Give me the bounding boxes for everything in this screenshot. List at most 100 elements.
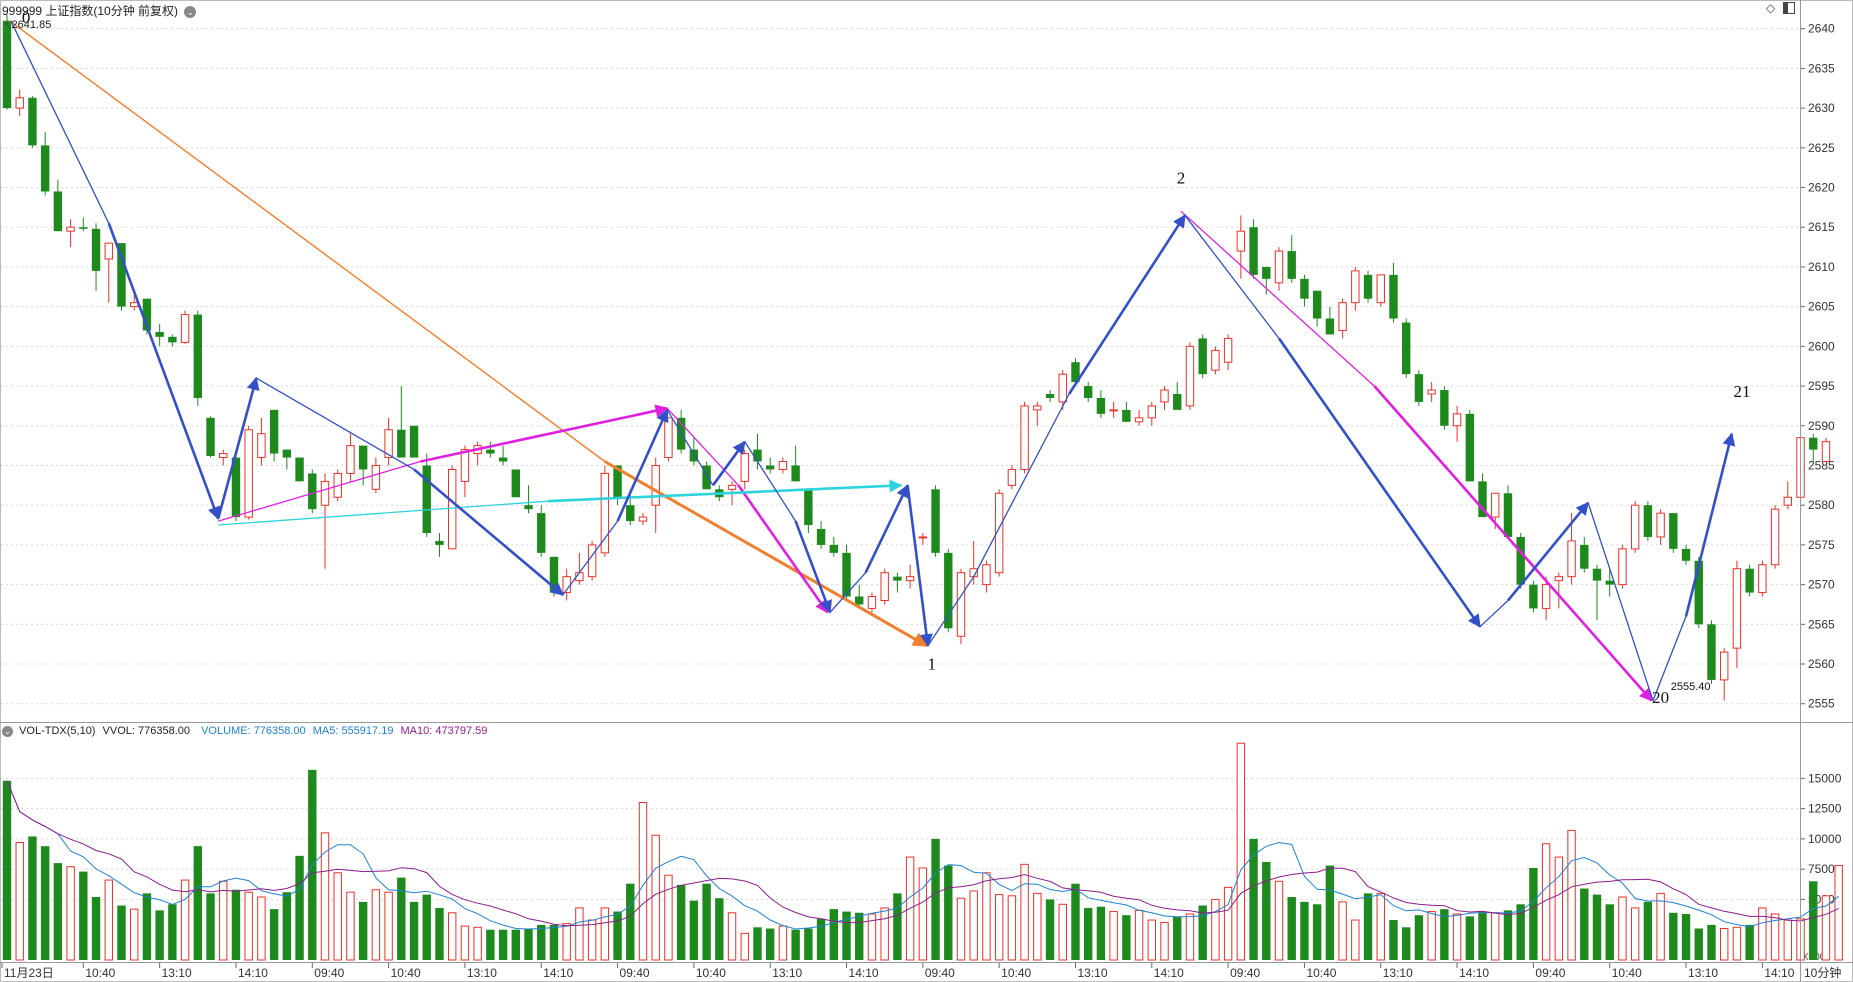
trend-line	[906, 485, 933, 648]
trend-line	[794, 520, 832, 614]
trend-line	[420, 404, 669, 463]
candle-body	[994, 492, 1004, 574]
trend-line	[1184, 214, 1280, 339]
volume-bar	[409, 901, 419, 960]
volume-bar	[206, 893, 215, 960]
low-price-annotation: 2555.40	[1671, 681, 1711, 693]
candle-body	[1630, 504, 1640, 550]
candle-body	[371, 464, 381, 490]
volume-bar	[855, 912, 864, 960]
volume-bar	[1783, 919, 1792, 961]
volume-bar	[1440, 909, 1449, 960]
volume-bar	[1223, 886, 1233, 961]
volume-bar	[498, 929, 508, 960]
volume-bar	[371, 889, 381, 961]
trend-line	[562, 520, 619, 596]
volume-bar	[829, 909, 838, 960]
volume-bar	[944, 865, 953, 960]
circle-chevron-down-icon[interactable]: ⌄	[2, 725, 13, 737]
price-tick-label: 2630	[1808, 101, 1835, 115]
candle-body	[1720, 651, 1729, 681]
price-tick-label: 2640	[1808, 22, 1835, 36]
candle-body	[727, 484, 737, 490]
time-axis: 11月23日 10:40 13:10 14:10 09:40 10:40 13:10 14:1…	[1, 962, 1841, 980]
candle-body	[880, 572, 889, 601]
candle-body	[358, 445, 368, 470]
trend-line	[413, 468, 564, 596]
volume-bar	[333, 872, 342, 961]
volume-bar	[1618, 896, 1627, 961]
volume-bar	[448, 912, 457, 961]
volume-bar	[1465, 916, 1474, 960]
volume-bar	[1503, 910, 1513, 960]
candle-body	[1351, 270, 1360, 304]
candle-body	[1376, 274, 1385, 304]
candle-body	[1809, 437, 1818, 450]
candle-body	[1618, 548, 1627, 586]
volume-bar	[1020, 863, 1029, 961]
trend-lines	[9, 20, 1736, 702]
time-tick-label: 10:40	[696, 966, 726, 980]
time-tick-label: 13:10	[1077, 966, 1107, 980]
volume-bar	[40, 846, 50, 960]
volume-bar	[1681, 913, 1691, 960]
volume-bar	[587, 919, 597, 961]
wave-labels: 0 1 2 20 21 2555.40	[22, 8, 1751, 707]
trend-line	[1506, 501, 1590, 602]
volume-bar	[1058, 903, 1067, 961]
trend-line	[1180, 210, 1375, 387]
candle-body	[1389, 274, 1398, 319]
price-tick-label: 2555	[1808, 697, 1835, 711]
ma5-line	[6, 780, 1840, 930]
wave-label: 1	[927, 655, 936, 674]
candle-body	[117, 243, 126, 307]
diamond-icon[interactable]: ◇	[1766, 1, 1776, 15]
candle-body	[460, 449, 470, 482]
candle-body	[1592, 568, 1602, 581]
volume-bar	[1720, 928, 1729, 961]
vol-tick-label: 7500	[1808, 862, 1835, 876]
volume-bar	[1580, 888, 1589, 960]
candle-body	[1821, 441, 1831, 463]
candle-body	[1465, 413, 1474, 482]
volume-bar	[689, 900, 699, 960]
circle-chevron-down-icon[interactable]: ⌄	[184, 5, 197, 18]
candle-body	[346, 445, 355, 474]
candle-body	[257, 433, 266, 459]
time-tick-label: 11月23日	[4, 966, 54, 980]
volume-bar	[638, 802, 648, 961]
volume-bar	[231, 889, 241, 960]
candle-body	[1363, 274, 1373, 299]
trend-line	[666, 407, 739, 486]
volume-bar	[295, 855, 304, 960]
candle-body	[269, 409, 279, 454]
volume-bar	[1592, 894, 1602, 960]
volume-bar	[727, 912, 737, 961]
candle-body	[1732, 568, 1742, 649]
volume-bar	[79, 871, 88, 960]
time-tick-label: 10:40	[1001, 966, 1031, 980]
volume-bar	[1554, 856, 1564, 961]
volume-bar	[219, 880, 228, 961]
candle-body	[893, 576, 902, 581]
price-tick-label: 2620	[1808, 181, 1835, 195]
candle-body	[1096, 397, 1106, 414]
volume-bar	[1007, 895, 1017, 961]
time-unit-label: 10分钟	[1804, 965, 1841, 980]
volume-ma-lines	[6, 780, 1840, 930]
chart-title: 999999 上证指数(10分钟 前复权)	[2, 4, 179, 18]
volume-bar	[1643, 901, 1653, 960]
volume-bar	[422, 894, 431, 960]
price-tick-label: 2605	[1808, 300, 1835, 314]
wave-label: 20	[1652, 688, 1669, 707]
volume-bar	[842, 911, 851, 960]
candle-body	[1681, 548, 1691, 561]
volume-bar	[1656, 892, 1665, 961]
volume-bar	[1414, 915, 1424, 960]
volume-bar	[1211, 898, 1220, 961]
volume-bar	[1491, 912, 1500, 961]
panel-toggle-icon[interactable]	[1783, 2, 1795, 14]
candle-body	[1134, 417, 1144, 423]
volume-bar	[1605, 904, 1614, 960]
